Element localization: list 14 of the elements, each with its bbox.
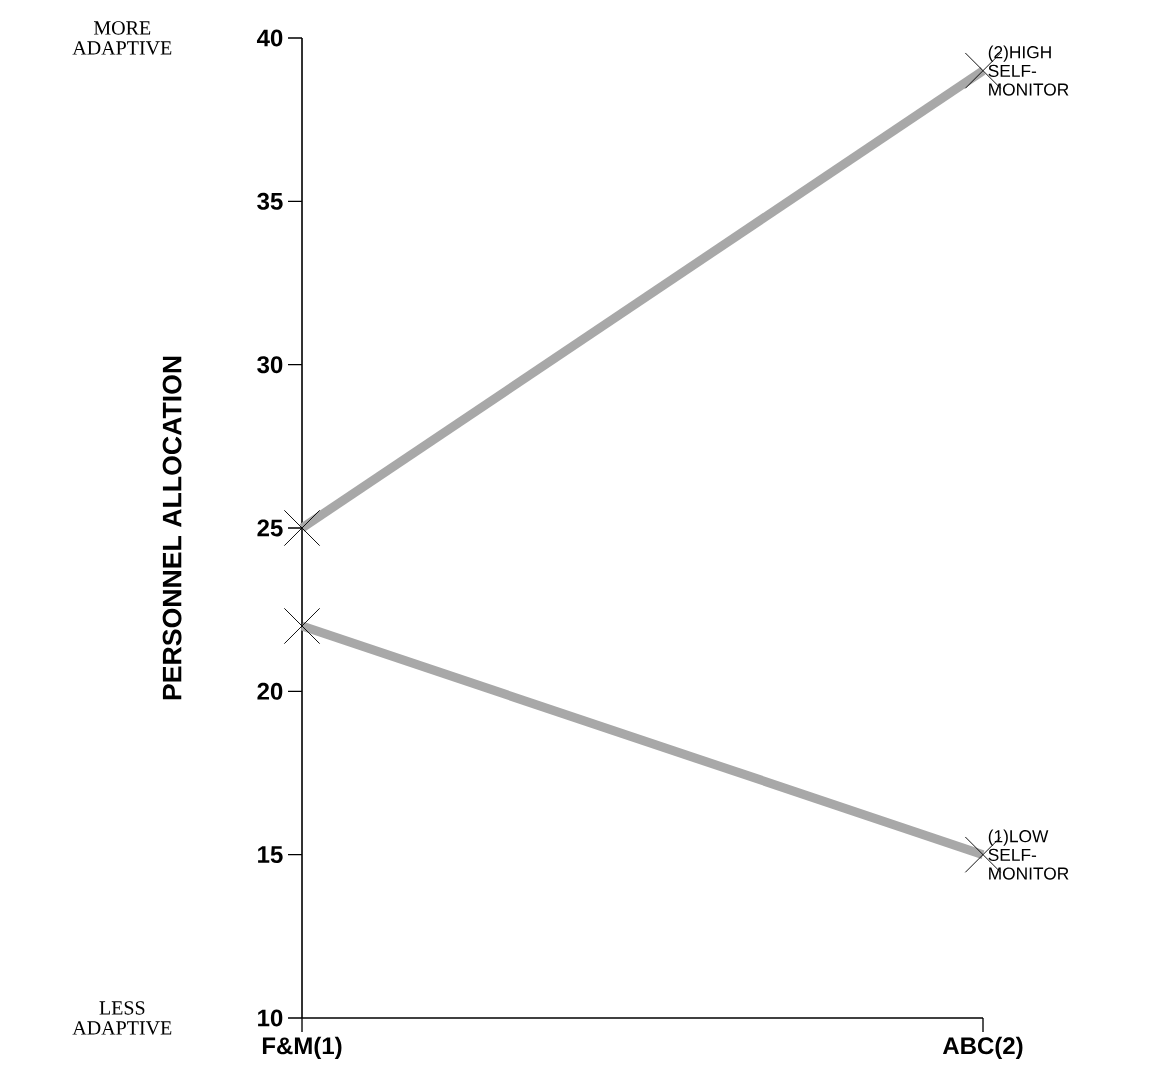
- x-tick-label: ABC(2): [942, 1036, 1023, 1060]
- y-axis-title: PERSONNEL ALLOCATION: [162, 356, 182, 700]
- annotation: LESS ADAPTIVE: [72, 1001, 172, 1035]
- y-tick-label: 35: [257, 192, 283, 210]
- y-tick-label: 25: [257, 519, 283, 537]
- y-tick-label: 10: [258, 1009, 283, 1027]
- y-tick-label: 30: [257, 356, 283, 374]
- series-label: (1)LOW SELF- MONITOR: [988, 829, 1069, 880]
- y-tick-label: 15: [258, 846, 283, 864]
- series-label: (2)HIGH SELF-MONITOR: [988, 45, 1069, 96]
- annotation: MORE ADAPTIVE: [72, 21, 172, 55]
- x-tick-label: F&M(1): [262, 1036, 342, 1060]
- y-tick-label: 20: [257, 682, 283, 700]
- y-tick-label: 40: [256, 29, 283, 47]
